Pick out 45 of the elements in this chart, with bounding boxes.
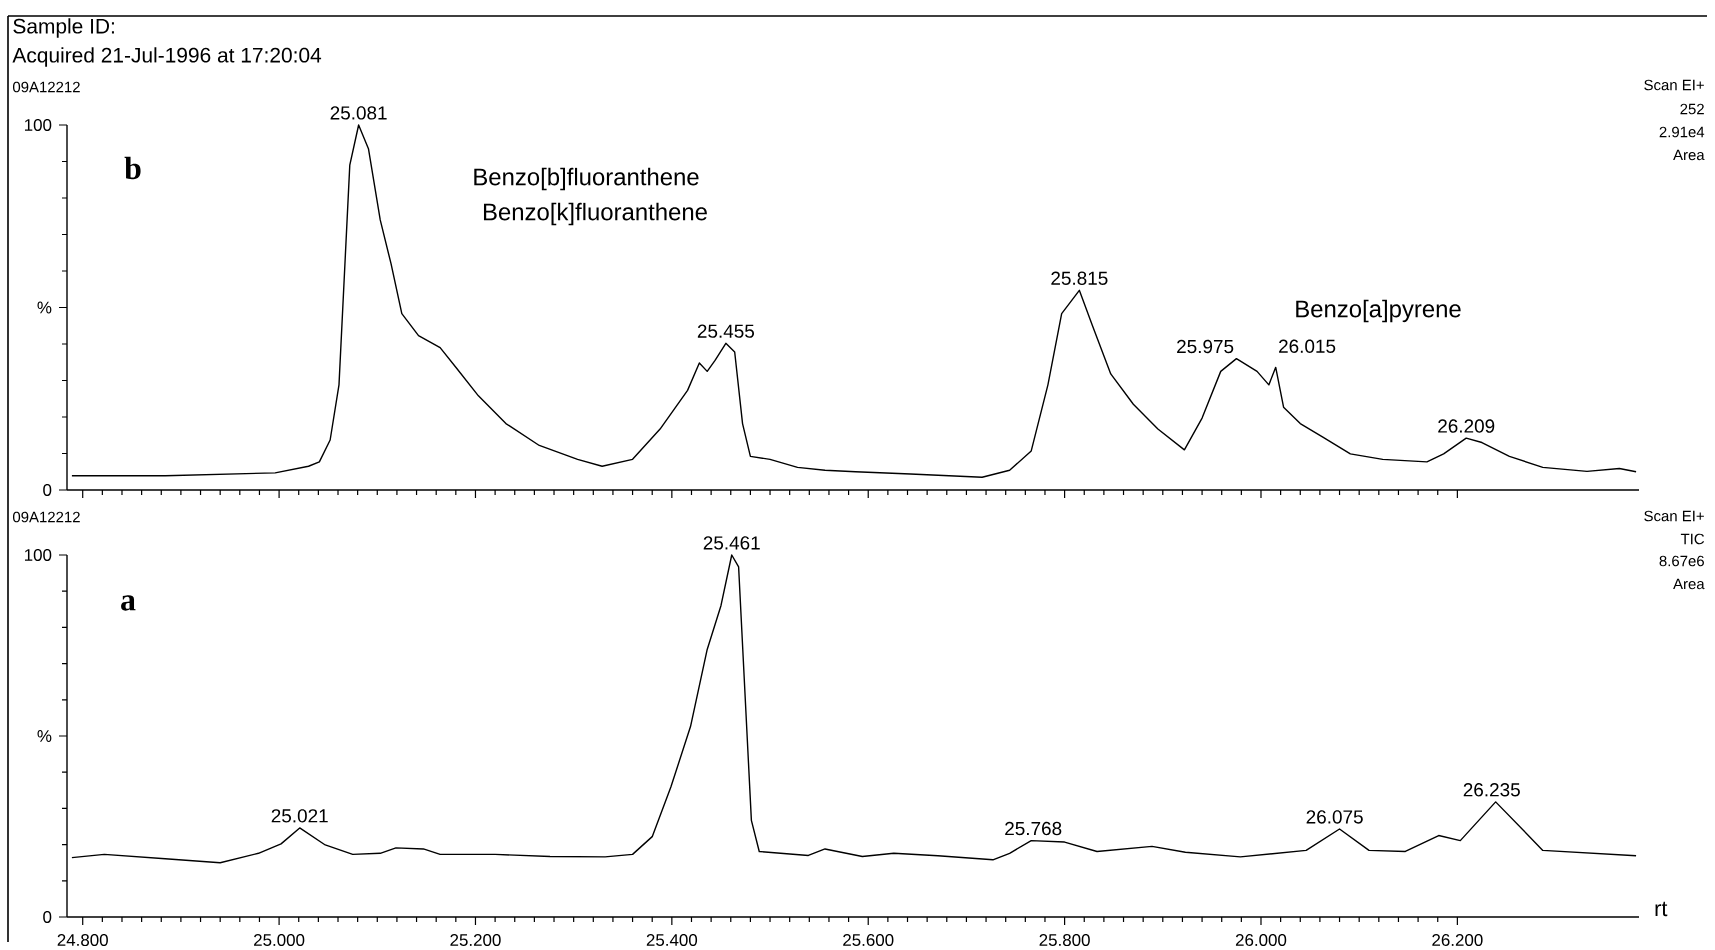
annotation: a (121, 595, 136, 611)
annotation: Benzo[b]fluoranthene (474, 167, 699, 191)
text: 252 (1680, 103, 1704, 115)
y-tick-label: 0 (43, 911, 52, 923)
text: Area (1673, 149, 1705, 161)
line-series (71, 124, 1637, 478)
text: TIC (1680, 533, 1705, 545)
text: Acquired 21-Jul-1996 at 17:20:04 (12, 47, 322, 67)
text: Area (1673, 578, 1705, 590)
line-series (71, 554, 1637, 864)
annotation: Benzo[k]fluoranthene (483, 202, 707, 226)
text: Sample ID: (13, 18, 114, 38)
annotation: 26.209 (1438, 419, 1495, 433)
x-tick-label: 25.000 (254, 934, 305, 947)
text: Scan EI+ (1644, 510, 1704, 522)
annotation: 25.461 (703, 536, 760, 550)
y-tick-label: 100 (24, 549, 52, 561)
annotation: Benzo[a]pyrene (1296, 299, 1461, 323)
annotation: 26.015 (1279, 339, 1336, 353)
x-tick-label: 24.800 (57, 934, 108, 947)
annotation: 25.455 (697, 324, 755, 338)
x-tick-label: 25.800 (1039, 934, 1090, 947)
y-tick-label: % (37, 730, 52, 742)
annotation: b (124, 156, 141, 180)
x-tick-label: 25.200 (450, 934, 501, 947)
x-axis-title: rt (1655, 901, 1668, 917)
annotation: 26.235 (1463, 783, 1520, 797)
annotation: 25.021 (271, 809, 328, 823)
x-tick-label: 26.000 (1235, 934, 1287, 947)
annotation: 25.815 (1051, 271, 1108, 285)
x-tick-label: 25.600 (843, 934, 894, 947)
x-tick-label: 26.200 (1432, 934, 1483, 947)
y-tick-label: 100 (24, 119, 52, 131)
text: 2.91e4 (1659, 126, 1705, 138)
y-tick-label: % (37, 301, 52, 314)
chart-title: 09A12212 (12, 511, 80, 523)
chart-title: 09A12212 (12, 81, 80, 93)
annotation: 25.081 (330, 106, 387, 120)
x-tick-label: 25.400 (646, 934, 698, 947)
annotation: 25.768 (1005, 821, 1062, 836)
y-tick-label: 0 (43, 484, 52, 496)
text: 8.67e6 (1659, 555, 1704, 567)
text: Scan EI+ (1644, 79, 1704, 91)
annotation: 25.975 (1177, 339, 1234, 354)
annotation: 26.075 (1306, 810, 1363, 824)
